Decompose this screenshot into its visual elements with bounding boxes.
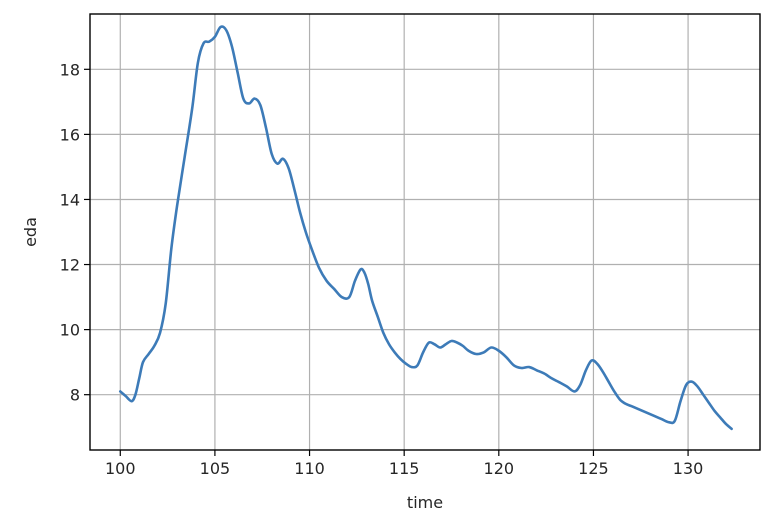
x-tick-label: 120 [484,459,515,478]
y-axis-label: eda [21,217,40,247]
x-tick-label: 130 [673,459,704,478]
y-tick-label: 16 [60,125,80,144]
y-tick-label: 12 [60,256,80,275]
y-tick-label: 18 [60,60,80,79]
plot-area-frame [89,13,761,451]
y-tick-label: 10 [60,321,80,340]
x-tick-label: 110 [294,459,325,478]
y-tick-label: 8 [70,386,80,405]
eda-series-line [118,25,733,431]
y-tick-label: 14 [60,190,80,209]
grid [90,14,760,450]
x-tick-label: 100 [105,459,136,478]
axis-ticks: 100 105 110 115 120 125 130 8 10 12 14 16 18 [60,60,704,478]
x-tick-label: 125 [578,459,609,478]
x-tick-label: 105 [200,459,231,478]
x-axis-label: time [407,493,443,512]
x-tick-label: 115 [389,459,420,478]
series-layer [118,25,733,431]
